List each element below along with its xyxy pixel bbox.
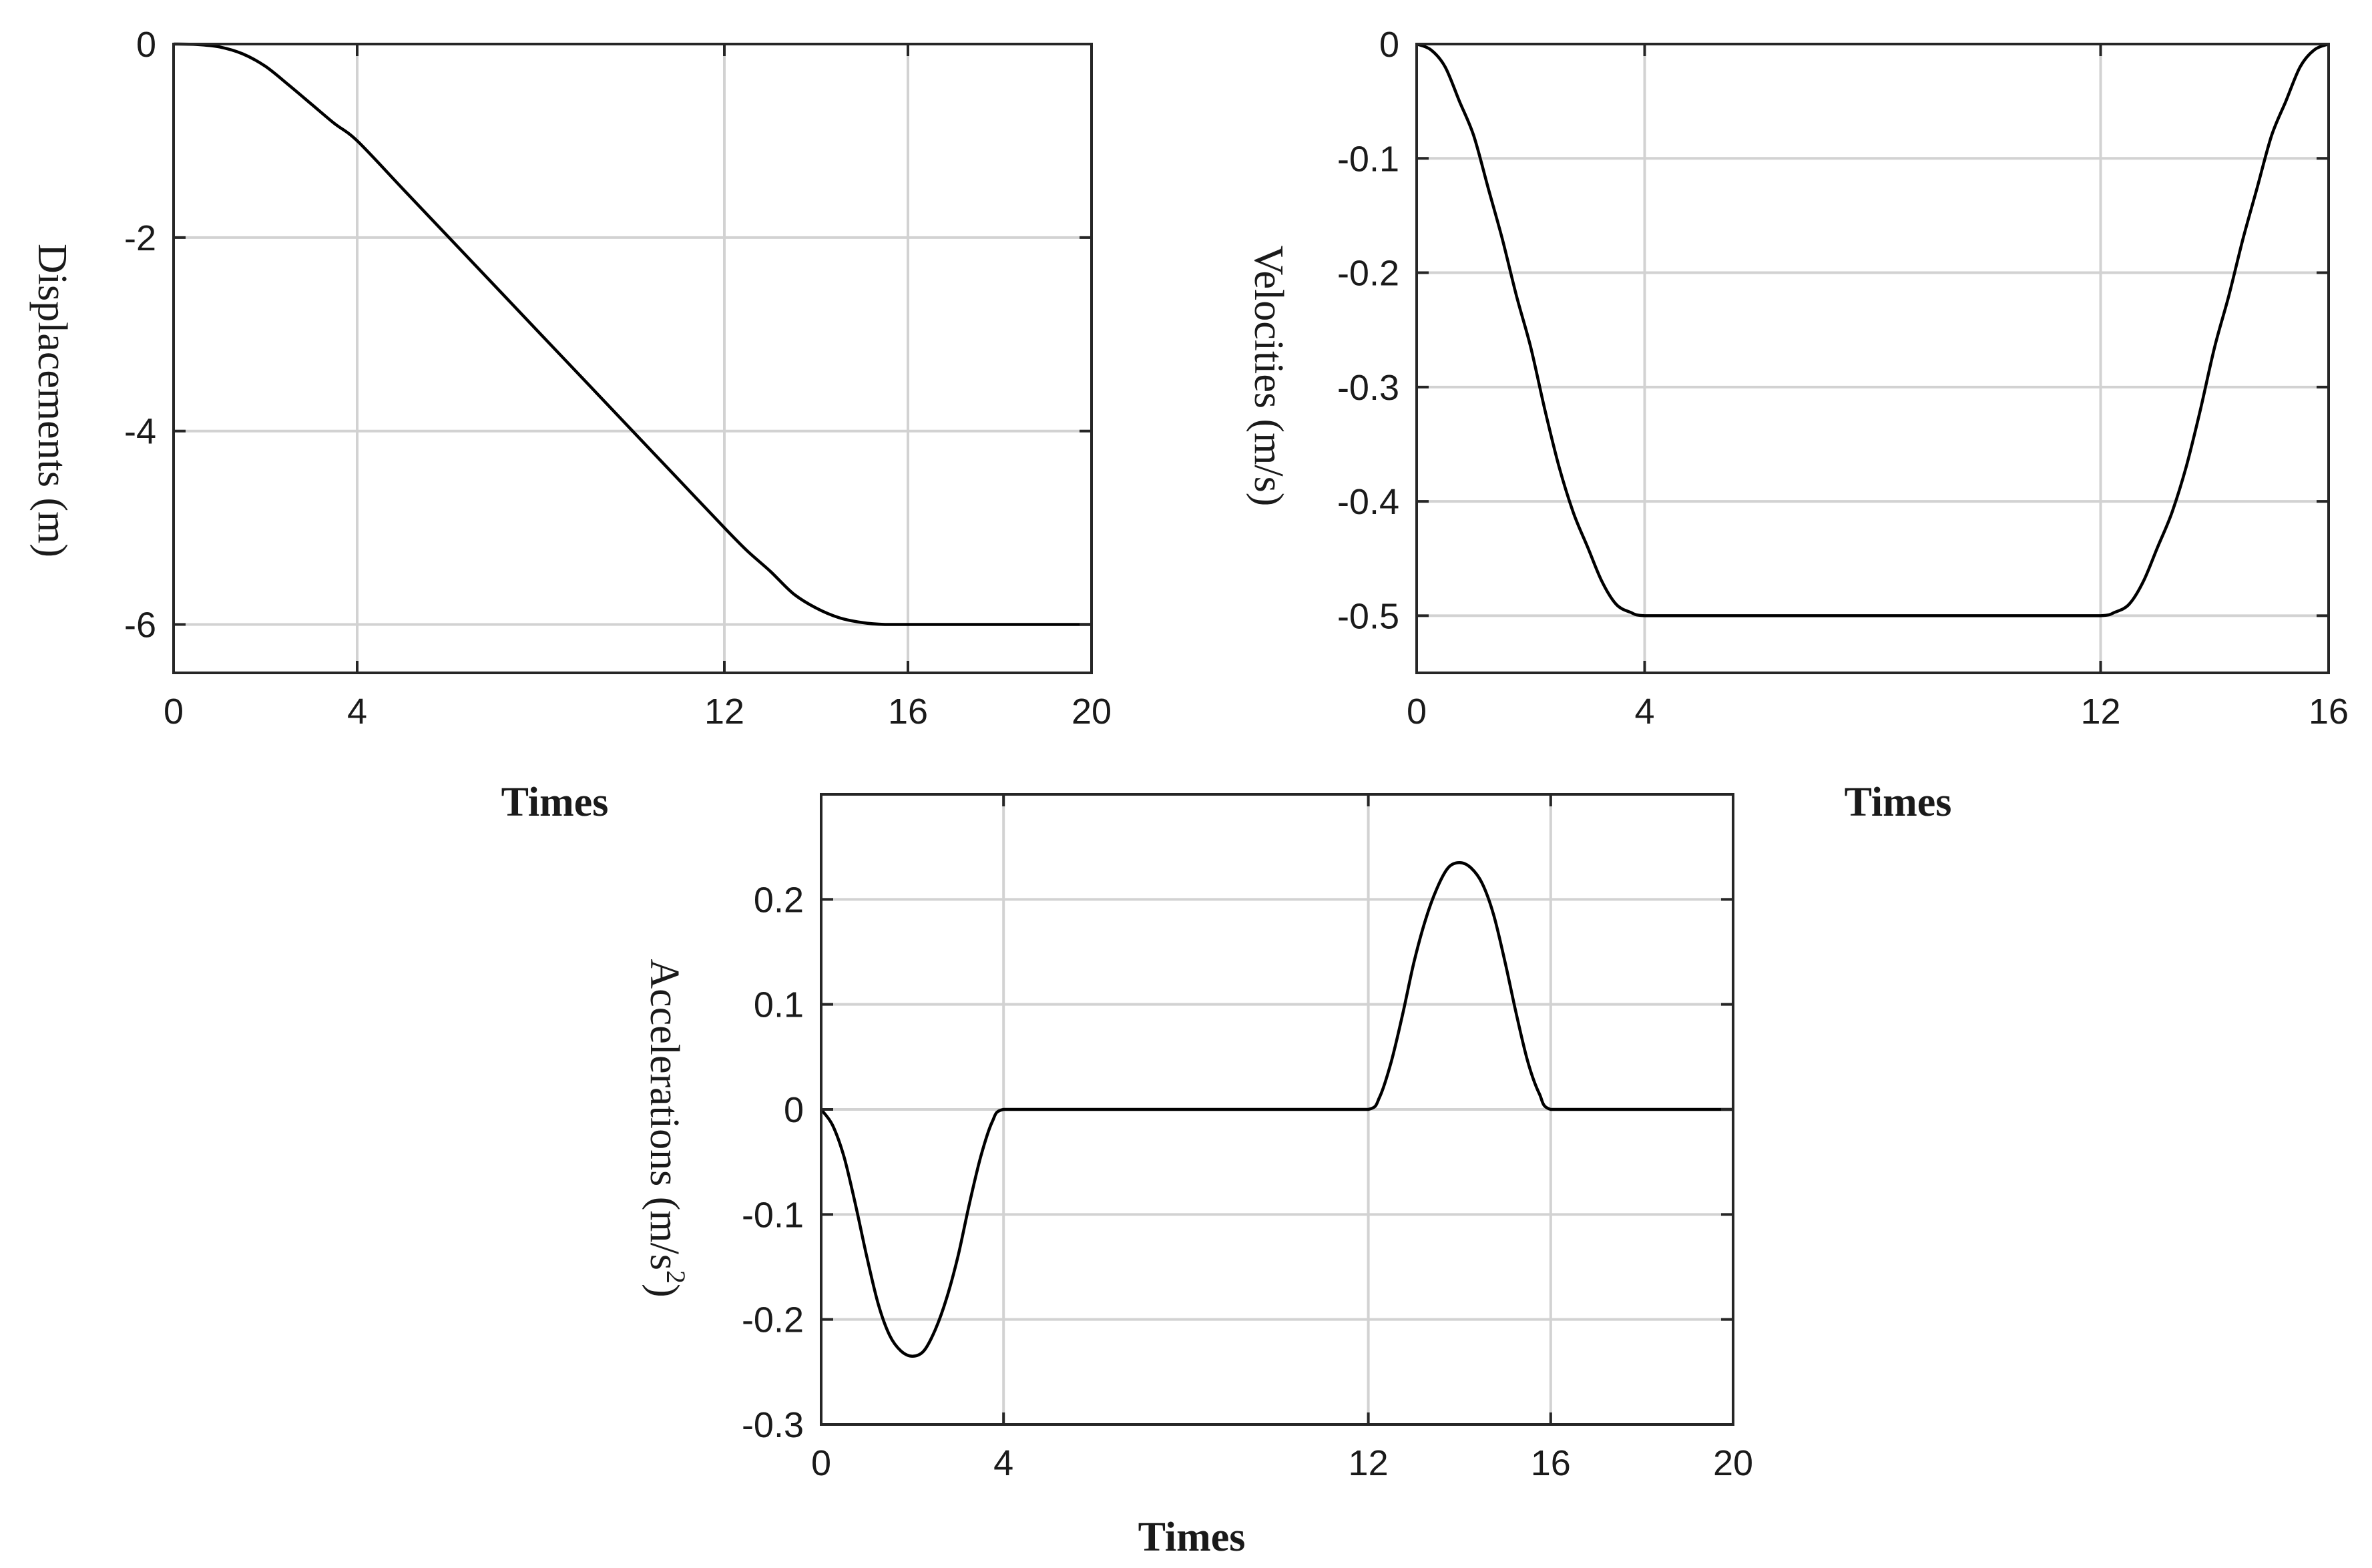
displacement-x-axis-title: Times xyxy=(501,780,609,825)
acceleration-y-axis-title: Accelerations (m/s2) xyxy=(642,959,691,1297)
acceleration-x-tick-label: 20 xyxy=(1713,1443,1753,1483)
acceleration-y-tick-label: 0 xyxy=(784,1090,804,1130)
acceleration-y-tick-label: -0.3 xyxy=(742,1405,804,1445)
displacement-line xyxy=(173,42,1092,626)
velocity-x-axis-title: Times xyxy=(1845,780,1952,825)
displacement-y-tick-label: -4 xyxy=(124,412,156,452)
velocity-y-axis-title: Velocities (m/s) xyxy=(1246,246,1291,507)
acceleration-y-tick-label: -0.1 xyxy=(742,1195,804,1235)
acceleration-y-axis-title-superscript: 2 xyxy=(661,1270,691,1284)
velocity-y-tick-label: -0.1 xyxy=(1337,139,1399,179)
velocity-y-tick-label: -0.2 xyxy=(1337,254,1399,294)
displacement-x-tick-label: 20 xyxy=(1072,692,1112,732)
acceleration-line xyxy=(820,861,1734,1358)
acceleration-x-tick-label: 0 xyxy=(811,1443,831,1483)
velocity-x-tick-label: 16 xyxy=(2309,692,2349,732)
displacement-x-tick-label: 4 xyxy=(347,692,367,732)
acceleration-grid xyxy=(821,794,1733,1424)
velocity-plot-area xyxy=(1415,43,2330,674)
acceleration-y-tick-label: -0.2 xyxy=(742,1300,804,1340)
acceleration-x-tick-label: 16 xyxy=(1531,1443,1571,1483)
acceleration-chart: 0 4 12 16 20 0.2 0.1 0 -0.1 -0.2 -0.3 Times Accele… xyxy=(642,793,1753,1560)
velocity-x-tick-label: 4 xyxy=(1634,692,1654,732)
acceleration-x-axis-title: Times xyxy=(1138,1515,1246,1560)
velocity-x-tick-label: 0 xyxy=(1407,692,1427,732)
velocity-x-tick-label: 12 xyxy=(2080,692,2120,732)
displacement-y-axis-title: Displacements (m) xyxy=(29,244,75,557)
velocity-grid xyxy=(1417,44,2329,673)
velocity-line xyxy=(1416,42,2329,617)
velocity-chart: 0 4 12 16 0 -0.1 -0.2 -0.3 -0.4 -0.5 Times Veloci… xyxy=(1246,25,2349,825)
velocity-y-tick-label: -0.5 xyxy=(1337,596,1399,636)
displacement-y-tick-label: -6 xyxy=(124,605,156,645)
displacement-x-tick-label: 16 xyxy=(888,692,928,732)
acceleration-x-tick-label: 12 xyxy=(1349,1443,1389,1483)
displacement-x-tick-label: 12 xyxy=(704,692,744,732)
acceleration-ticks: 0 4 12 16 20 0.2 0.1 0 -0.1 -0.2 -0.3 xyxy=(742,794,1753,1483)
displacement-x-tick-label: 0 xyxy=(164,692,184,732)
displacement-ticks: 0 4 12 16 20 0 -2 -4 -6 xyxy=(124,25,1112,732)
displacement-plot-area xyxy=(172,43,1093,674)
displacement-chart: 0 4 12 16 20 0 -2 -4 -6 Times Displacements (m) xyxy=(29,25,1112,825)
acceleration-y-tick-label: 0.2 xyxy=(754,880,804,920)
displacement-y-tick-label: 0 xyxy=(136,25,156,65)
velocity-y-tick-label: -0.3 xyxy=(1337,368,1399,408)
velocity-ticks: 0 4 12 16 0 -0.1 -0.2 -0.3 -0.4 -0.5 xyxy=(1337,25,2349,732)
velocity-y-tick-label: 0 xyxy=(1379,25,1399,65)
acceleration-x-tick-label: 4 xyxy=(993,1443,1013,1483)
displacement-y-tick-label: -2 xyxy=(124,218,156,258)
velocity-y-tick-label: -0.4 xyxy=(1337,482,1399,522)
acceleration-y-tick-label: 0.1 xyxy=(754,985,804,1025)
acceleration-y-axis-title-suffix: ) xyxy=(642,1284,687,1298)
acceleration-y-axis-title-main: Accelerations (m/s xyxy=(642,959,687,1270)
